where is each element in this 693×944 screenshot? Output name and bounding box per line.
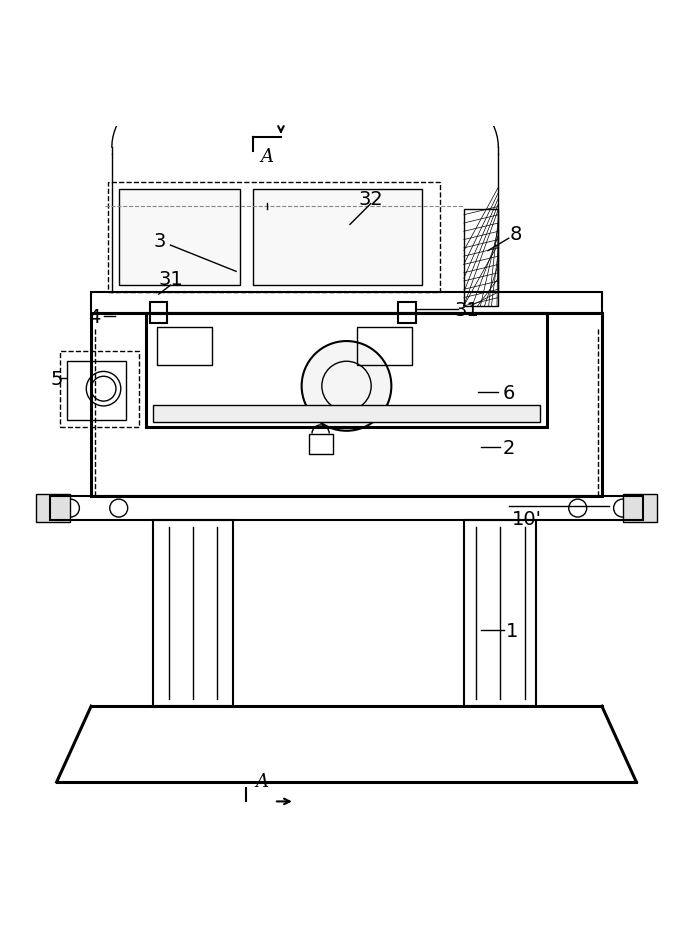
Bar bbox=[464, 210, 498, 307]
Bar bbox=[157, 328, 212, 365]
Text: 4: 4 bbox=[89, 308, 100, 327]
Bar bbox=[108, 182, 439, 293]
Bar bbox=[153, 520, 233, 706]
Bar bbox=[91, 293, 602, 313]
Bar bbox=[119, 190, 240, 286]
Bar bbox=[67, 362, 125, 420]
Bar bbox=[398, 303, 416, 324]
Text: 1: 1 bbox=[506, 621, 518, 640]
Bar bbox=[60, 351, 139, 428]
Text: 3: 3 bbox=[154, 231, 166, 250]
Bar bbox=[622, 495, 657, 522]
Text: 8: 8 bbox=[509, 225, 522, 244]
Text: A: A bbox=[261, 148, 274, 166]
Bar bbox=[146, 313, 547, 428]
Bar bbox=[50, 497, 643, 520]
Bar bbox=[357, 328, 412, 365]
Text: 31: 31 bbox=[455, 300, 480, 319]
Text: 2: 2 bbox=[502, 438, 515, 457]
Bar bbox=[254, 190, 423, 286]
Circle shape bbox=[301, 342, 392, 431]
Text: 6: 6 bbox=[502, 383, 515, 402]
Bar bbox=[153, 405, 540, 422]
Text: 31: 31 bbox=[158, 269, 183, 289]
Text: 5: 5 bbox=[51, 369, 63, 388]
Bar bbox=[36, 495, 71, 522]
Text: 32: 32 bbox=[358, 190, 383, 210]
Bar bbox=[308, 434, 333, 455]
Text: A: A bbox=[255, 772, 268, 790]
Text: 10': 10' bbox=[512, 510, 542, 529]
Bar bbox=[91, 313, 602, 497]
Bar bbox=[150, 303, 167, 324]
Bar bbox=[464, 520, 536, 706]
